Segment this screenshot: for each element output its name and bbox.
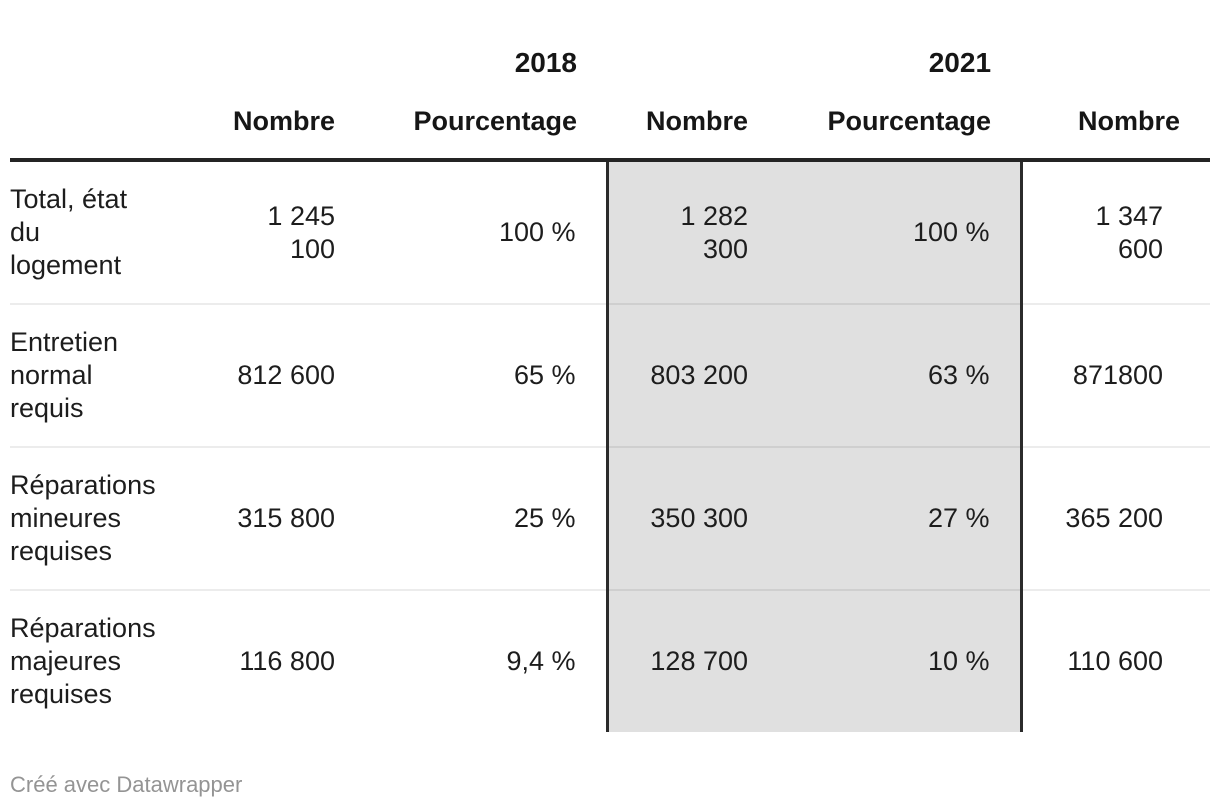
datawrapper-credit: Créé avec Datawrapper — [10, 772, 1210, 798]
row-label-header — [10, 91, 190, 162]
year-header-spacer — [10, 0, 190, 91]
row-label: Entretien normal requis — [10, 303, 190, 447]
column-header-nombre-2018: Nombre — [190, 91, 365, 162]
cell-value-highlighted: 27 % — [778, 446, 1023, 590]
cell-value: 110 600 — [1021, 589, 1211, 732]
table-row-reparations-mineures: Réparations mineures requises 315 800 25… — [10, 446, 1211, 590]
column-header-nombre-last: Nombre — [1021, 91, 1211, 162]
cell-value-highlighted: 100 % — [778, 160, 1023, 304]
row-label: Réparations mineures requises — [10, 446, 190, 590]
column-header-row: Nombre Pourcentage Nombre Pourcentage No… — [10, 91, 1211, 162]
cell-value-highlighted: 1 282 300 — [605, 160, 779, 304]
cell-value: 871800 — [1021, 303, 1211, 447]
cell-value-highlighted: 350 300 — [605, 446, 779, 590]
cell-value: 65 % — [365, 303, 608, 447]
cell-value-highlighted: 63 % — [778, 303, 1023, 447]
column-header-pourcentage-2018: Pourcentage — [365, 91, 608, 162]
row-label: Réparations majeures requises — [10, 589, 190, 732]
datawrapper-credit-link[interactable]: Créé avec Datawrapper — [10, 772, 243, 797]
year-header-row: 2018 2021 — [10, 0, 1210, 91]
cell-value-highlighted: 128 700 — [605, 589, 779, 732]
cell-value: 25 % — [365, 446, 608, 590]
table-row-total: Total, état du logement 1 245 100 100 % … — [10, 160, 1210, 304]
year-header-2021: 2021 — [928, 47, 992, 78]
cell-value-highlighted: 10 % — [778, 589, 1023, 732]
table-row-reparations-majeures: Réparations majeures requises 116 800 9,… — [10, 589, 1211, 732]
cell-value: 100 % — [498, 217, 576, 247]
cell-value: 9,4 % — [365, 589, 608, 732]
cell-value: 315 800 — [190, 446, 365, 590]
column-header-nombre-2021: Nombre — [607, 91, 779, 162]
column-header-pourcentage-2021: Pourcentage — [778, 91, 1022, 162]
cell-value: 1 347 600 — [1095, 200, 1164, 264]
cell-value: 365 200 — [1021, 446, 1211, 590]
cell-value: 116 800 — [190, 589, 365, 732]
datawrapper-table-page: 2018 2021 Nombre Pourcentage Nombre Pour… — [10, 0, 1211, 798]
cell-value: 1 245 100 — [267, 200, 335, 264]
data-table: 2018 2021 Nombre Pourcentage Nombre Pour… — [10, 0, 1211, 732]
row-label: Total, état du logement — [10, 184, 128, 280]
cell-value-highlighted: 803 200 — [605, 303, 779, 447]
table-row-entretien-normal: Entretien normal requis 812 600 65 % 803… — [10, 303, 1211, 447]
year-header-spacer — [1021, 0, 1210, 91]
year-header-2018: 2018 — [514, 47, 578, 78]
cell-value: 812 600 — [190, 303, 365, 447]
